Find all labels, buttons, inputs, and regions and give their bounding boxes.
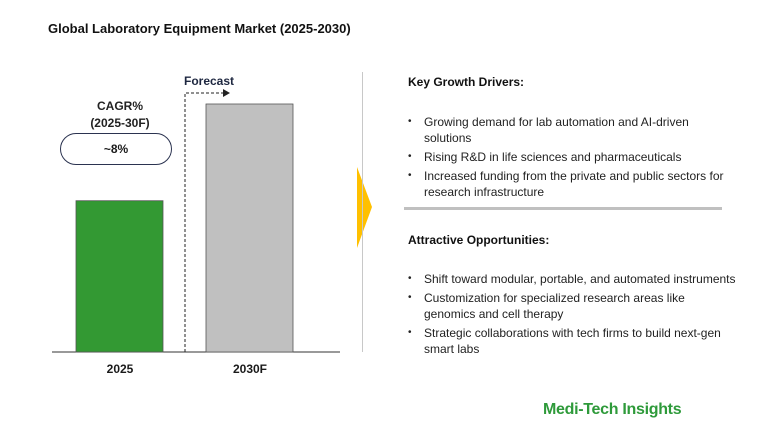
growth-drivers-title: Key Growth Drivers: bbox=[408, 75, 525, 89]
section-divider bbox=[404, 207, 722, 210]
cagr-label-line1: CAGR% bbox=[96, 99, 143, 113]
opportunities-list: Shift toward modular, portable, and auto… bbox=[408, 271, 738, 360]
x-tick-label-2030f: 2030F bbox=[232, 362, 268, 376]
list-item: Increased funding from the private and p… bbox=[408, 168, 738, 200]
brand-logo: Medi-Tech Insights bbox=[543, 401, 682, 418]
list-item: Strategic collaborations with tech firms… bbox=[408, 325, 738, 357]
forecast-dashed-line bbox=[184, 92, 224, 352]
bar-2030f bbox=[205, 103, 294, 353]
cagr-label: CAGR% (2025-30F) bbox=[60, 98, 180, 132]
list-item: Growing demand for lab automation and AI… bbox=[408, 114, 738, 146]
list-item: Shift toward modular, portable, and auto… bbox=[408, 271, 738, 287]
chevron-right-icon bbox=[357, 167, 372, 248]
bar-2025 bbox=[75, 200, 164, 353]
forecast-label: Forecast bbox=[184, 74, 235, 88]
growth-drivers-list: Growing demand for lab automation and AI… bbox=[408, 114, 738, 203]
cagr-value-badge: ~8% bbox=[60, 133, 172, 165]
cagr-label-line2: (2025-30F) bbox=[90, 116, 150, 130]
x-tick-label-2025: 2025 bbox=[106, 362, 134, 376]
forecast-arrow-icon bbox=[223, 89, 230, 97]
list-item: Customization for specialized research a… bbox=[408, 290, 738, 322]
list-item: Rising R&D in life sciences and pharmace… bbox=[408, 149, 738, 165]
page-title: Global Laboratory Equipment Market (2025… bbox=[48, 21, 351, 36]
divider bbox=[362, 72, 363, 352]
opportunities-title: Attractive Opportunities: bbox=[408, 233, 550, 247]
